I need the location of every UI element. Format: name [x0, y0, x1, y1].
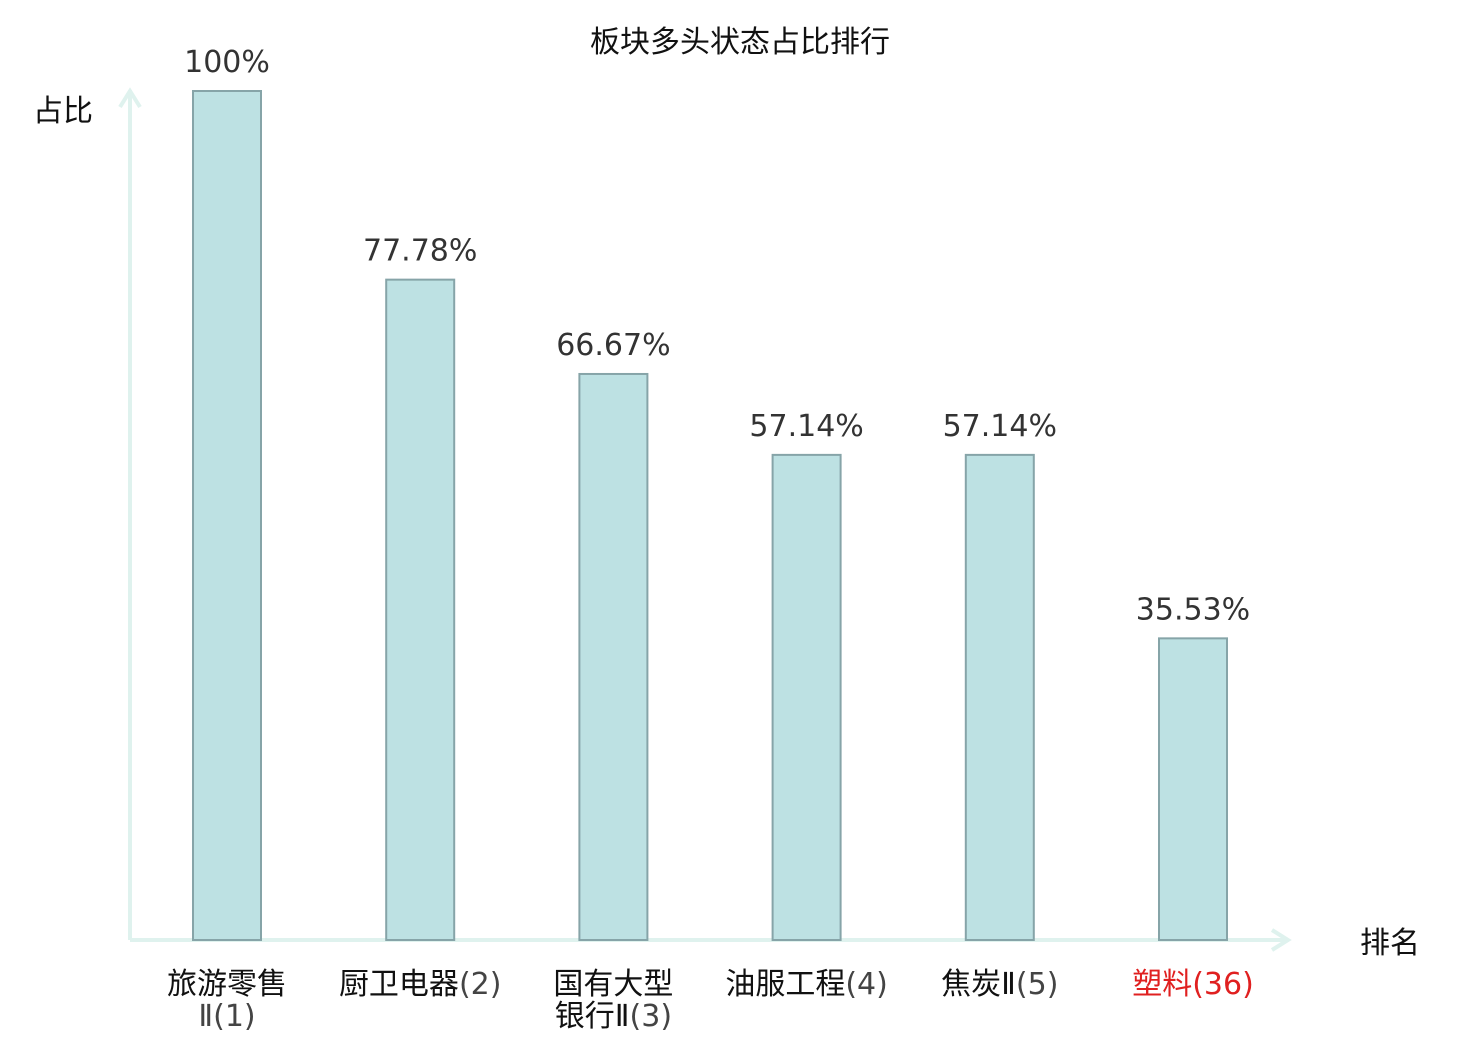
category-rank: (2) [459, 967, 502, 1002]
bar [1158, 637, 1228, 941]
category-rank: Ⅱ(1) [198, 999, 255, 1034]
category-label: 油服工程(4) [725, 967, 888, 1002]
category-label-text: 塑料 [1132, 967, 1192, 1002]
bar [578, 372, 649, 942]
bar [385, 278, 456, 941]
value-labels-group: 100% 77.78% 66.67% 57.14% 57.14% 35.53% [184, 45, 1250, 627]
bar-value-label: 35.53% [1136, 592, 1250, 627]
bar-value-label: 100% [184, 45, 270, 80]
y-axis-arrow [118, 87, 142, 109]
category-label: 塑料(36) [1132, 967, 1254, 1002]
category-label: 焦炭Ⅱ(5) [941, 967, 1058, 1002]
category-rank: (5) [1016, 967, 1059, 1002]
category-label: 厨卫电器(2) [339, 967, 502, 1002]
axes [118, 87, 1292, 952]
bar-value-label: 77.78% [363, 234, 477, 269]
category-label-text: 厨卫电器 [339, 967, 459, 1002]
bar-value-label: 57.14% [749, 409, 863, 444]
category-rank: (4) [845, 967, 888, 1002]
category-label-text: 油服工程 [725, 967, 845, 1002]
category-rank: (36) [1192, 967, 1254, 1002]
bar [771, 453, 842, 941]
category-label-line1: 国有大型 [553, 967, 673, 1002]
bar-value-label: 57.14% [943, 409, 1057, 444]
x-axis-arrow [1270, 928, 1292, 952]
category-label-text: 焦炭Ⅱ [941, 967, 1016, 1002]
bar-value-label: 66.67% [556, 328, 670, 363]
category-label-line2: 银行Ⅱ(3) [555, 999, 672, 1034]
bar [192, 90, 262, 941]
y-axis-label: 占比 [33, 94, 93, 129]
chart-title: 板块多头状态占比排行 [590, 25, 890, 60]
x-axis-label: 排名 [1360, 926, 1420, 961]
category-label-line1: 旅游零售 [167, 967, 287, 1002]
bars-group [192, 90, 1228, 942]
bar [964, 453, 1035, 941]
category-label-text: 银行Ⅱ [555, 999, 630, 1034]
category-label-line2: Ⅱ(1) [198, 999, 255, 1034]
category-rank: (3) [630, 999, 673, 1034]
